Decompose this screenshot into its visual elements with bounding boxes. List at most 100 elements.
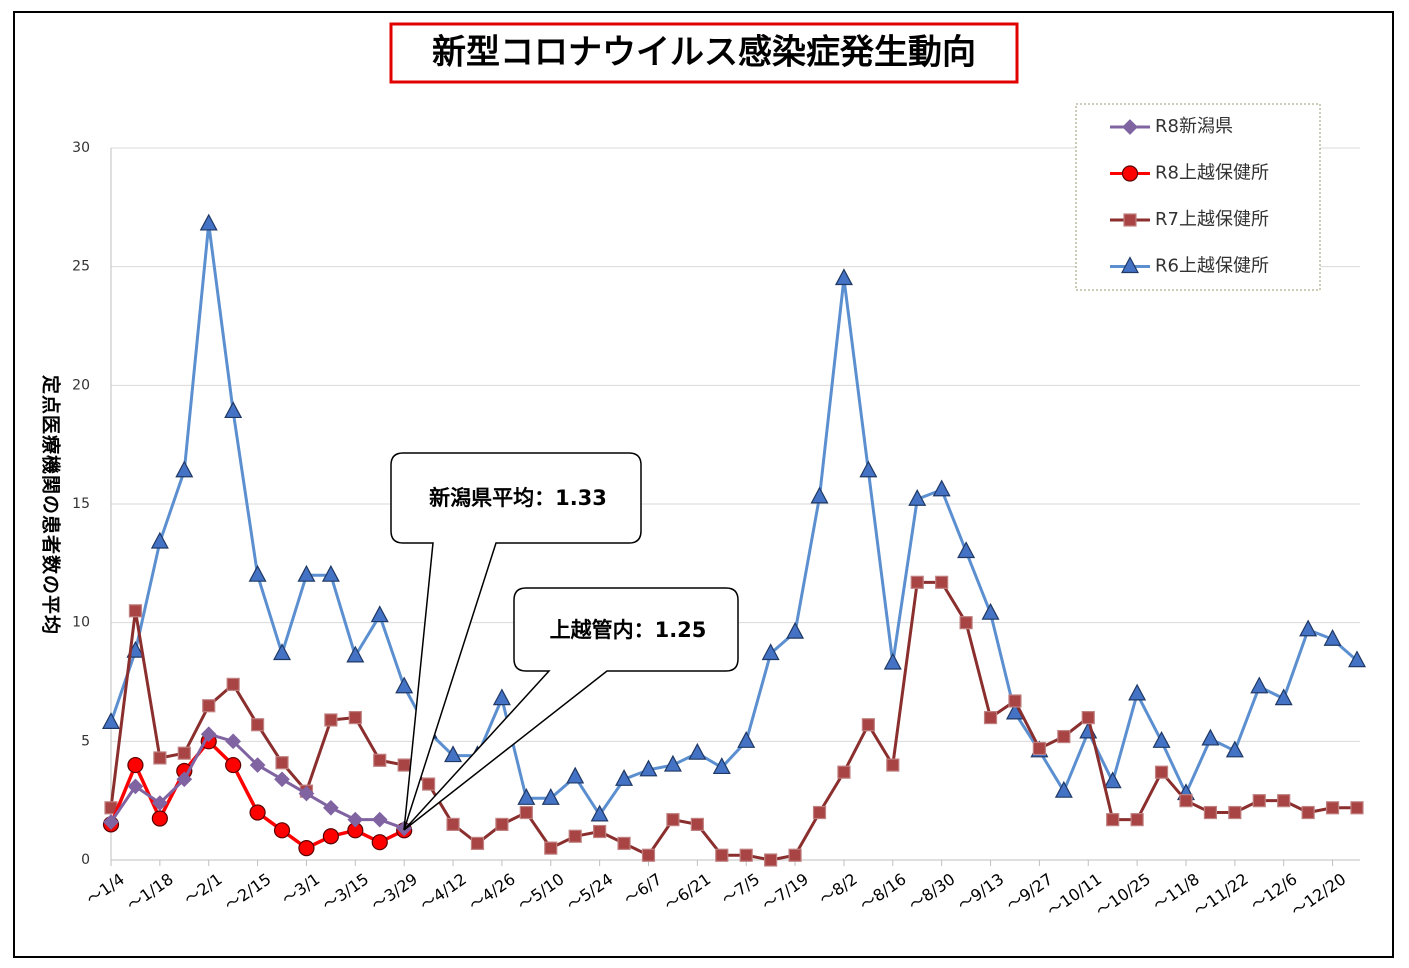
marker	[617, 836, 631, 850]
marker	[127, 778, 144, 795]
marker	[1179, 794, 1193, 808]
marker	[641, 848, 656, 862]
marker	[1032, 741, 1046, 756]
marker	[517, 788, 536, 805]
y-axis-label: 定点医療機関の患者数の平均	[40, 375, 63, 635]
x-tick-label: ～9/13	[954, 869, 1007, 914]
marker	[541, 788, 560, 805]
marker	[1154, 765, 1169, 779]
marker	[739, 848, 753, 862]
marker	[1323, 629, 1342, 646]
marker	[639, 759, 658, 777]
marker	[298, 840, 315, 857]
marker	[1081, 710, 1095, 725]
marker	[395, 676, 414, 694]
chart-title: 新型コロナウイルス感染症発生動向	[432, 33, 976, 73]
marker	[103, 814, 119, 830]
marker	[1128, 683, 1147, 701]
marker	[371, 811, 388, 828]
marker	[663, 754, 682, 772]
callout	[390, 452, 642, 831]
marker	[444, 745, 463, 763]
x-tick-label: ～11/22	[1190, 869, 1252, 920]
marker	[127, 756, 144, 774]
marker	[715, 848, 729, 862]
marker	[371, 834, 388, 851]
marker	[1325, 801, 1340, 815]
y-tick-label: 10	[72, 615, 90, 631]
series	[103, 726, 413, 837]
series-line	[109, 223, 1358, 818]
marker	[153, 751, 167, 765]
legend-label: R7上越保健所	[1155, 209, 1269, 230]
plot	[102, 213, 1366, 867]
marker	[1130, 813, 1144, 827]
marker	[544, 841, 558, 855]
marker	[1274, 688, 1293, 706]
marker	[275, 756, 289, 770]
annotation: 上越管内：1.25	[550, 618, 707, 642]
marker	[1348, 650, 1366, 668]
x-tick-label: ～1/18	[123, 869, 176, 914]
marker	[1152, 731, 1171, 748]
marker	[861, 718, 875, 732]
marker	[177, 746, 191, 760]
marker	[248, 564, 267, 582]
marker	[322, 828, 339, 845]
marker	[812, 805, 827, 820]
marker	[225, 733, 242, 750]
marker	[1123, 213, 1137, 227]
marker	[273, 822, 291, 839]
y-tick-label: 25	[72, 259, 90, 275]
marker	[249, 757, 266, 773]
marker	[788, 848, 802, 862]
marker	[495, 817, 509, 832]
marker	[274, 771, 290, 788]
marker	[297, 564, 316, 582]
marker	[1054, 780, 1073, 798]
marker	[298, 785, 315, 802]
marker	[883, 652, 902, 670]
marker	[250, 718, 265, 732]
marker	[225, 756, 242, 774]
series	[102, 213, 1366, 822]
marker	[324, 713, 338, 727]
callout	[403, 587, 739, 831]
marker	[1103, 771, 1122, 789]
title-box	[389, 22, 1019, 84]
marker	[519, 805, 533, 820]
marker	[1252, 794, 1266, 808]
y-tick-label: 15	[72, 496, 90, 512]
marker	[224, 401, 243, 419]
marker	[152, 795, 168, 811]
marker	[932, 479, 951, 497]
marker	[1277, 794, 1291, 808]
marker	[128, 604, 143, 618]
marker	[886, 758, 900, 772]
marker	[834, 268, 853, 286]
marker	[321, 564, 340, 582]
marker	[957, 541, 976, 559]
legend-label: R6上越保健所	[1155, 256, 1269, 277]
marker	[1121, 165, 1139, 182]
marker	[492, 688, 511, 706]
marker	[226, 677, 240, 691]
marker	[1121, 256, 1139, 274]
marker	[1057, 729, 1071, 744]
x-tick-label: ～3/29	[368, 869, 421, 914]
x-tick-label: ～6/7	[620, 869, 665, 909]
x-tick-label: ～6/21	[661, 869, 714, 914]
x-tick-label: ～7/19	[759, 869, 812, 914]
marker	[590, 804, 609, 822]
x-tick-label: ～2/15	[221, 869, 274, 914]
annotation: 新潟県平均：1.33	[429, 486, 607, 510]
y-tick-label: 0	[81, 852, 90, 868]
x-tick-label: ～3/1	[278, 869, 323, 909]
x-tick-label: ～10/25	[1092, 869, 1154, 920]
marker	[761, 643, 780, 661]
series-line	[109, 580, 1357, 862]
marker	[346, 645, 365, 663]
marker	[981, 602, 1000, 620]
legend: R8新潟県 R8上越保健所 R7上越保健所 R6上越保健所	[1075, 103, 1321, 291]
